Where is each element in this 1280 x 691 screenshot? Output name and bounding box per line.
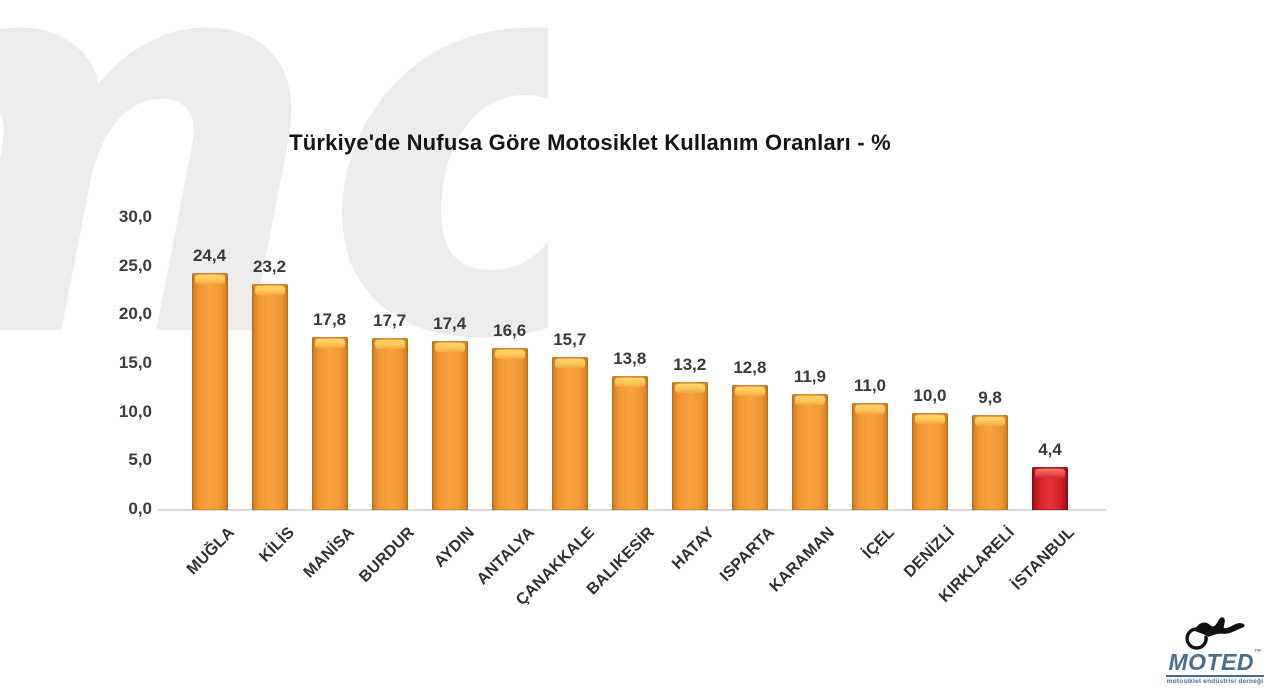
bar-value-label: 9,8 (978, 387, 1002, 407)
x-axis-label: HATAY (668, 524, 718, 573)
y-axis-label: 15,0 (118, 353, 152, 372)
bar (1032, 467, 1069, 510)
bar (251, 284, 288, 510)
y-axis-label: 30,0 (118, 207, 152, 226)
bar (191, 272, 228, 510)
moted-logo: MOTED™ motosiklet endüstrisi derneği (1156, 615, 1274, 689)
bar-value-label: 13,2 (673, 354, 707, 374)
x-axis-label: ÇANAKKALE (512, 524, 598, 609)
bar-value-label: 11,0 (853, 375, 887, 395)
y-axis-label: 20,0 (118, 304, 152, 324)
bar (611, 375, 648, 510)
y-axis-label: 10,0 (118, 401, 152, 421)
y-axis-label: 0,0 (128, 499, 152, 518)
y-axis-label: 25,0 (118, 255, 152, 275)
x-axis-label: ANTALYA (473, 524, 538, 589)
bar (671, 381, 708, 510)
bar-value-label: 12,8 (733, 358, 767, 378)
bar (791, 394, 828, 510)
bar-value-label: 24,4 (192, 245, 227, 265)
bar-value-label: 13,8 (613, 348, 647, 368)
x-axis-label: BURDUR (355, 524, 418, 586)
bar (491, 348, 528, 510)
bar-value-label: 15,7 (553, 330, 587, 350)
bar (311, 336, 348, 510)
x-axis-label: KİLİS (255, 524, 298, 566)
x-axis-label: AYDIN (430, 524, 478, 571)
x-axis-label: İÇEL (859, 524, 898, 563)
bar-value-label: 17,4 (433, 313, 467, 333)
x-axis-label: BALIKESİR (583, 524, 658, 599)
bar-value-label: 10,0 (913, 385, 947, 405)
trademark-icon: ™ (1254, 649, 1262, 656)
bar (431, 340, 468, 510)
bar (371, 337, 408, 510)
bar-value-label: 17,7 (373, 310, 407, 330)
bar-value-label: 23,2 (252, 257, 287, 277)
logo-brand-text: MOTED™ (1166, 649, 1264, 677)
x-axis-label: MUĞLA (183, 524, 238, 579)
bar (731, 385, 768, 510)
bar (972, 414, 1009, 510)
bar-value-label: 17,8 (313, 309, 347, 329)
x-axis-label: KIRKLARELİ (936, 524, 1019, 606)
bar-value-label: 11,9 (793, 367, 826, 387)
motorcycle-icon (1185, 617, 1245, 650)
logo-tagline: motosiklet endüstrisi derneği (1166, 678, 1264, 685)
x-axis-label: İSTANBUL (1008, 524, 1079, 594)
x-axis-line (158, 509, 1106, 511)
x-axis-label: MANİSA (300, 524, 358, 582)
x-axis-label: ISPARTA (716, 524, 778, 585)
chart-title: Türkiye'de Nufusa Göre Motosiklet Kullan… (289, 130, 891, 155)
bar (851, 402, 888, 510)
x-axis-label: DENİZLİ (900, 524, 958, 582)
bar-value-label: 16,6 (493, 321, 527, 341)
bar-value-label: 4,4 (1038, 440, 1062, 460)
bar (911, 412, 948, 510)
bar (551, 357, 588, 510)
y-axis-label: 5,0 (128, 450, 152, 470)
x-axis-label: KARAMAN (766, 524, 838, 596)
